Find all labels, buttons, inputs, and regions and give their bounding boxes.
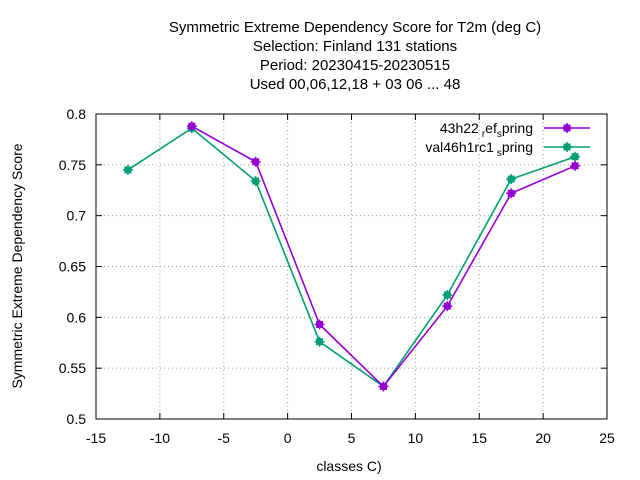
legend-label-series-1: 43h22 refspring xyxy=(440,120,533,140)
chart-title-line-2: Selection: Finland 131 stations xyxy=(252,38,458,55)
y-tick-label: 0.7 xyxy=(67,208,87,224)
x-tick-label: 0 xyxy=(284,430,292,446)
legend-sample-series-2 xyxy=(544,142,590,152)
x-tick-label: 5 xyxy=(348,430,356,446)
chart-title-line-3: Period: 20230415-20230515 xyxy=(259,57,451,74)
chart-title-line-4: Used 00,06,12,18 + 03 06 ... 48 xyxy=(249,76,461,93)
series-2-line xyxy=(127,127,576,388)
x-tick-label: -5 xyxy=(218,430,231,446)
series-1-line xyxy=(191,125,576,388)
y-axis-title: Symmetric Extreme Dependency Score xyxy=(9,143,25,388)
series-layer xyxy=(122,121,581,392)
x-tick-label: 20 xyxy=(535,430,551,446)
y-tick-label: 0.6 xyxy=(67,309,87,325)
y-tick-label: 0.5 xyxy=(67,411,87,427)
y-tick-label: 0.55 xyxy=(59,360,86,376)
legend-label-series-2: val46h1rc1 spring xyxy=(425,139,533,159)
x-axis-title: classes C) xyxy=(316,458,381,474)
legend: 43h22 refspring val46h1rc1 spring xyxy=(425,120,590,159)
x-tick-label: 10 xyxy=(408,430,424,446)
x-tick-label: 25 xyxy=(599,430,615,446)
legend-sample-series-1 xyxy=(544,123,590,133)
x-tick-label: -15 xyxy=(86,430,106,446)
y-tick-label: 0.8 xyxy=(67,106,87,122)
grid xyxy=(96,114,607,419)
y-tick-label: 0.65 xyxy=(59,259,86,275)
series-1 xyxy=(186,121,581,392)
chart-title-line-1: Symmetric Extreme Dependency Score for T… xyxy=(168,19,542,36)
series-2 xyxy=(122,123,581,392)
y-tick-label: 0.75 xyxy=(59,157,86,173)
axis-ticks: -15 -10 -5 0 5 10 15 20 25 0.5 0.55 0.6 0.65 0.7 0.75 0… xyxy=(59,106,615,446)
x-tick-label: -10 xyxy=(150,430,170,446)
x-tick-label: 15 xyxy=(471,430,487,446)
